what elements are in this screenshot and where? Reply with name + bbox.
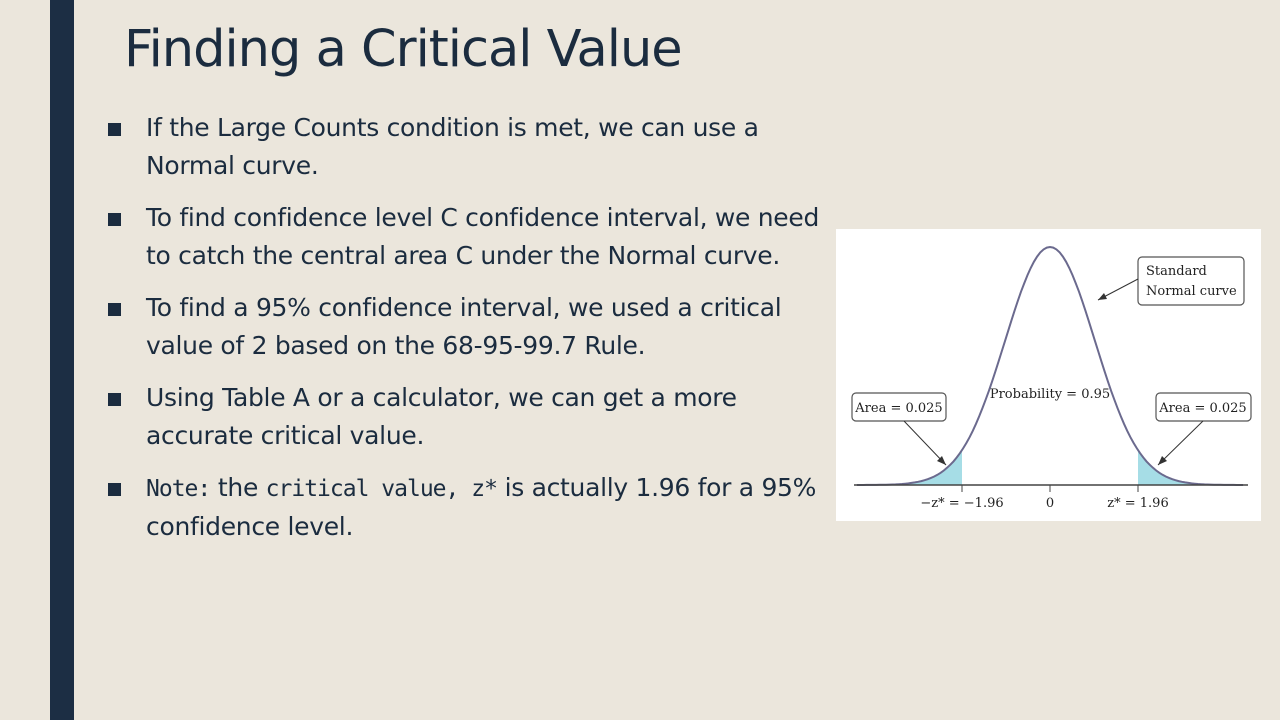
normal-curve-figure: −z* = −1.96 0 z* = 1.96 Probability = 0.… [836, 229, 1261, 521]
square-bullet-icon [108, 483, 121, 496]
right-area-box [1155, 392, 1252, 422]
square-bullet-icon [108, 393, 121, 406]
note-label: Note: [146, 476, 211, 502]
bullet-text: To find confidence level C confidence in… [146, 203, 820, 270]
square-bullet-icon [108, 303, 121, 316]
left-arrowhead-icon [937, 456, 946, 465]
callout-line2: Normal curve [1146, 284, 1237, 299]
critical-value-term: critical value, z* [265, 476, 498, 502]
tick-label-left: −z* = −1.96 [920, 496, 1003, 511]
right-area-label: Area = 0.025 [1158, 401, 1246, 416]
bullet-text: To find a 95% confidence interval, we us… [146, 293, 782, 360]
probability-label: Probability = 0.95 [990, 387, 1110, 402]
callout-arrowhead-icon [1098, 293, 1107, 300]
bullet-item: To find a 95% confidence interval, we us… [106, 289, 836, 365]
bullet-list: If the Large Counts condition is met, we… [106, 109, 836, 560]
tick-label-right: z* = 1.96 [1107, 496, 1168, 511]
bullet-text: Using Table A or a calculator, we can ge… [146, 383, 737, 450]
right-arrowhead-icon [1158, 456, 1167, 465]
left-area-label: Area = 0.025 [854, 401, 942, 416]
callout-box [1137, 256, 1245, 306]
bullet-text: If the Large Counts condition is met, we… [146, 113, 759, 180]
square-bullet-icon [108, 213, 121, 226]
callout-line1: Standard [1146, 264, 1207, 279]
note-text-mid: the [210, 473, 266, 502]
normal-curve-diagram: −z* = −1.96 0 z* = 1.96 Probability = 0.… [851, 245, 1252, 511]
note-text-rest: is actually 1.96 for a 95% confidence le… [146, 473, 817, 541]
bullet-item: Using Table A or a calculator, we can ge… [106, 379, 836, 455]
bullet-item: If the Large Counts condition is met, we… [106, 109, 836, 185]
normal-curve-line [856, 245, 1244, 486]
slide-title: Finding a Critical Value [124, 20, 683, 79]
bullet-item: Note: the critical value, z* is actually… [106, 469, 836, 546]
accent-sidebar [50, 0, 74, 720]
tick-label-center: 0 [1046, 496, 1054, 511]
left-area-box [851, 392, 947, 422]
right-area-arrow [1157, 420, 1204, 466]
left-area-arrow [903, 420, 947, 466]
bullet-item: To find confidence level C confidence in… [106, 199, 836, 275]
square-bullet-icon [108, 123, 121, 136]
